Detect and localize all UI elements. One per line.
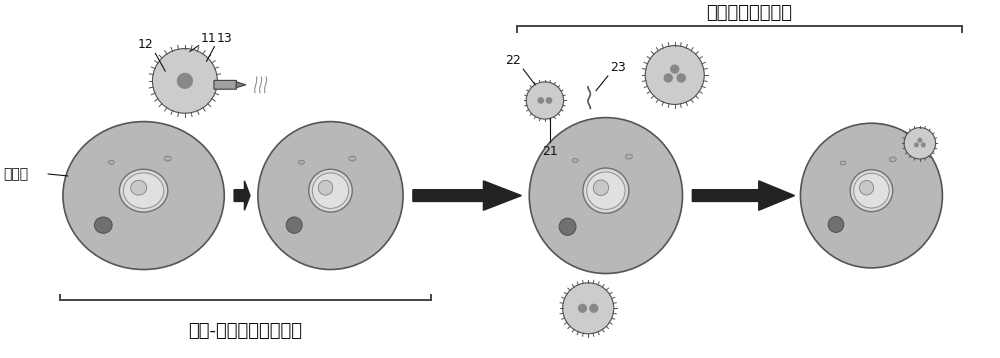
Ellipse shape bbox=[800, 123, 942, 268]
Text: 12: 12 bbox=[138, 38, 153, 52]
Ellipse shape bbox=[312, 173, 349, 208]
Ellipse shape bbox=[593, 180, 609, 195]
Text: 多肽结合转染步骤: 多肽结合转染步骤 bbox=[706, 4, 792, 22]
Ellipse shape bbox=[859, 180, 874, 195]
Ellipse shape bbox=[850, 170, 893, 212]
Text: 22: 22 bbox=[506, 54, 521, 67]
Circle shape bbox=[904, 128, 936, 159]
Text: 23: 23 bbox=[610, 61, 626, 74]
Ellipse shape bbox=[854, 173, 889, 208]
Ellipse shape bbox=[63, 122, 224, 270]
Ellipse shape bbox=[529, 117, 683, 274]
Circle shape bbox=[152, 49, 217, 113]
Ellipse shape bbox=[828, 217, 844, 232]
FancyBboxPatch shape bbox=[214, 81, 237, 89]
Circle shape bbox=[677, 73, 686, 83]
Ellipse shape bbox=[889, 157, 896, 162]
Ellipse shape bbox=[258, 122, 403, 270]
Ellipse shape bbox=[318, 180, 333, 195]
Ellipse shape bbox=[108, 160, 114, 164]
Circle shape bbox=[537, 97, 544, 104]
Circle shape bbox=[177, 73, 193, 89]
Circle shape bbox=[526, 82, 564, 119]
Ellipse shape bbox=[309, 169, 352, 212]
Circle shape bbox=[645, 45, 704, 105]
Circle shape bbox=[670, 64, 679, 74]
Text: 11: 11 bbox=[201, 32, 216, 45]
Circle shape bbox=[917, 138, 922, 143]
Circle shape bbox=[664, 73, 673, 83]
FancyArrow shape bbox=[234, 181, 250, 210]
Text: 靶细胞: 靶细胞 bbox=[3, 167, 29, 181]
Circle shape bbox=[546, 97, 552, 104]
Circle shape bbox=[578, 304, 587, 313]
Circle shape bbox=[914, 142, 919, 147]
FancyArrow shape bbox=[692, 181, 795, 210]
Ellipse shape bbox=[94, 217, 112, 233]
Ellipse shape bbox=[587, 172, 625, 209]
Ellipse shape bbox=[164, 156, 171, 161]
Ellipse shape bbox=[123, 173, 164, 208]
Text: 13: 13 bbox=[216, 32, 232, 45]
Ellipse shape bbox=[349, 156, 356, 161]
Ellipse shape bbox=[298, 160, 304, 164]
Ellipse shape bbox=[131, 180, 147, 195]
Ellipse shape bbox=[119, 169, 168, 212]
Ellipse shape bbox=[625, 154, 632, 159]
Ellipse shape bbox=[572, 159, 578, 163]
Ellipse shape bbox=[286, 217, 302, 233]
Text: 21: 21 bbox=[542, 145, 558, 158]
FancyArrow shape bbox=[413, 181, 521, 210]
Polygon shape bbox=[236, 82, 246, 88]
Ellipse shape bbox=[840, 161, 846, 165]
Ellipse shape bbox=[583, 168, 629, 213]
Circle shape bbox=[921, 142, 926, 147]
Ellipse shape bbox=[559, 218, 576, 235]
Circle shape bbox=[589, 304, 598, 313]
Text: 受体-细胞结构形成步骤: 受体-细胞结构形成步骤 bbox=[188, 322, 302, 340]
Circle shape bbox=[563, 283, 614, 334]
